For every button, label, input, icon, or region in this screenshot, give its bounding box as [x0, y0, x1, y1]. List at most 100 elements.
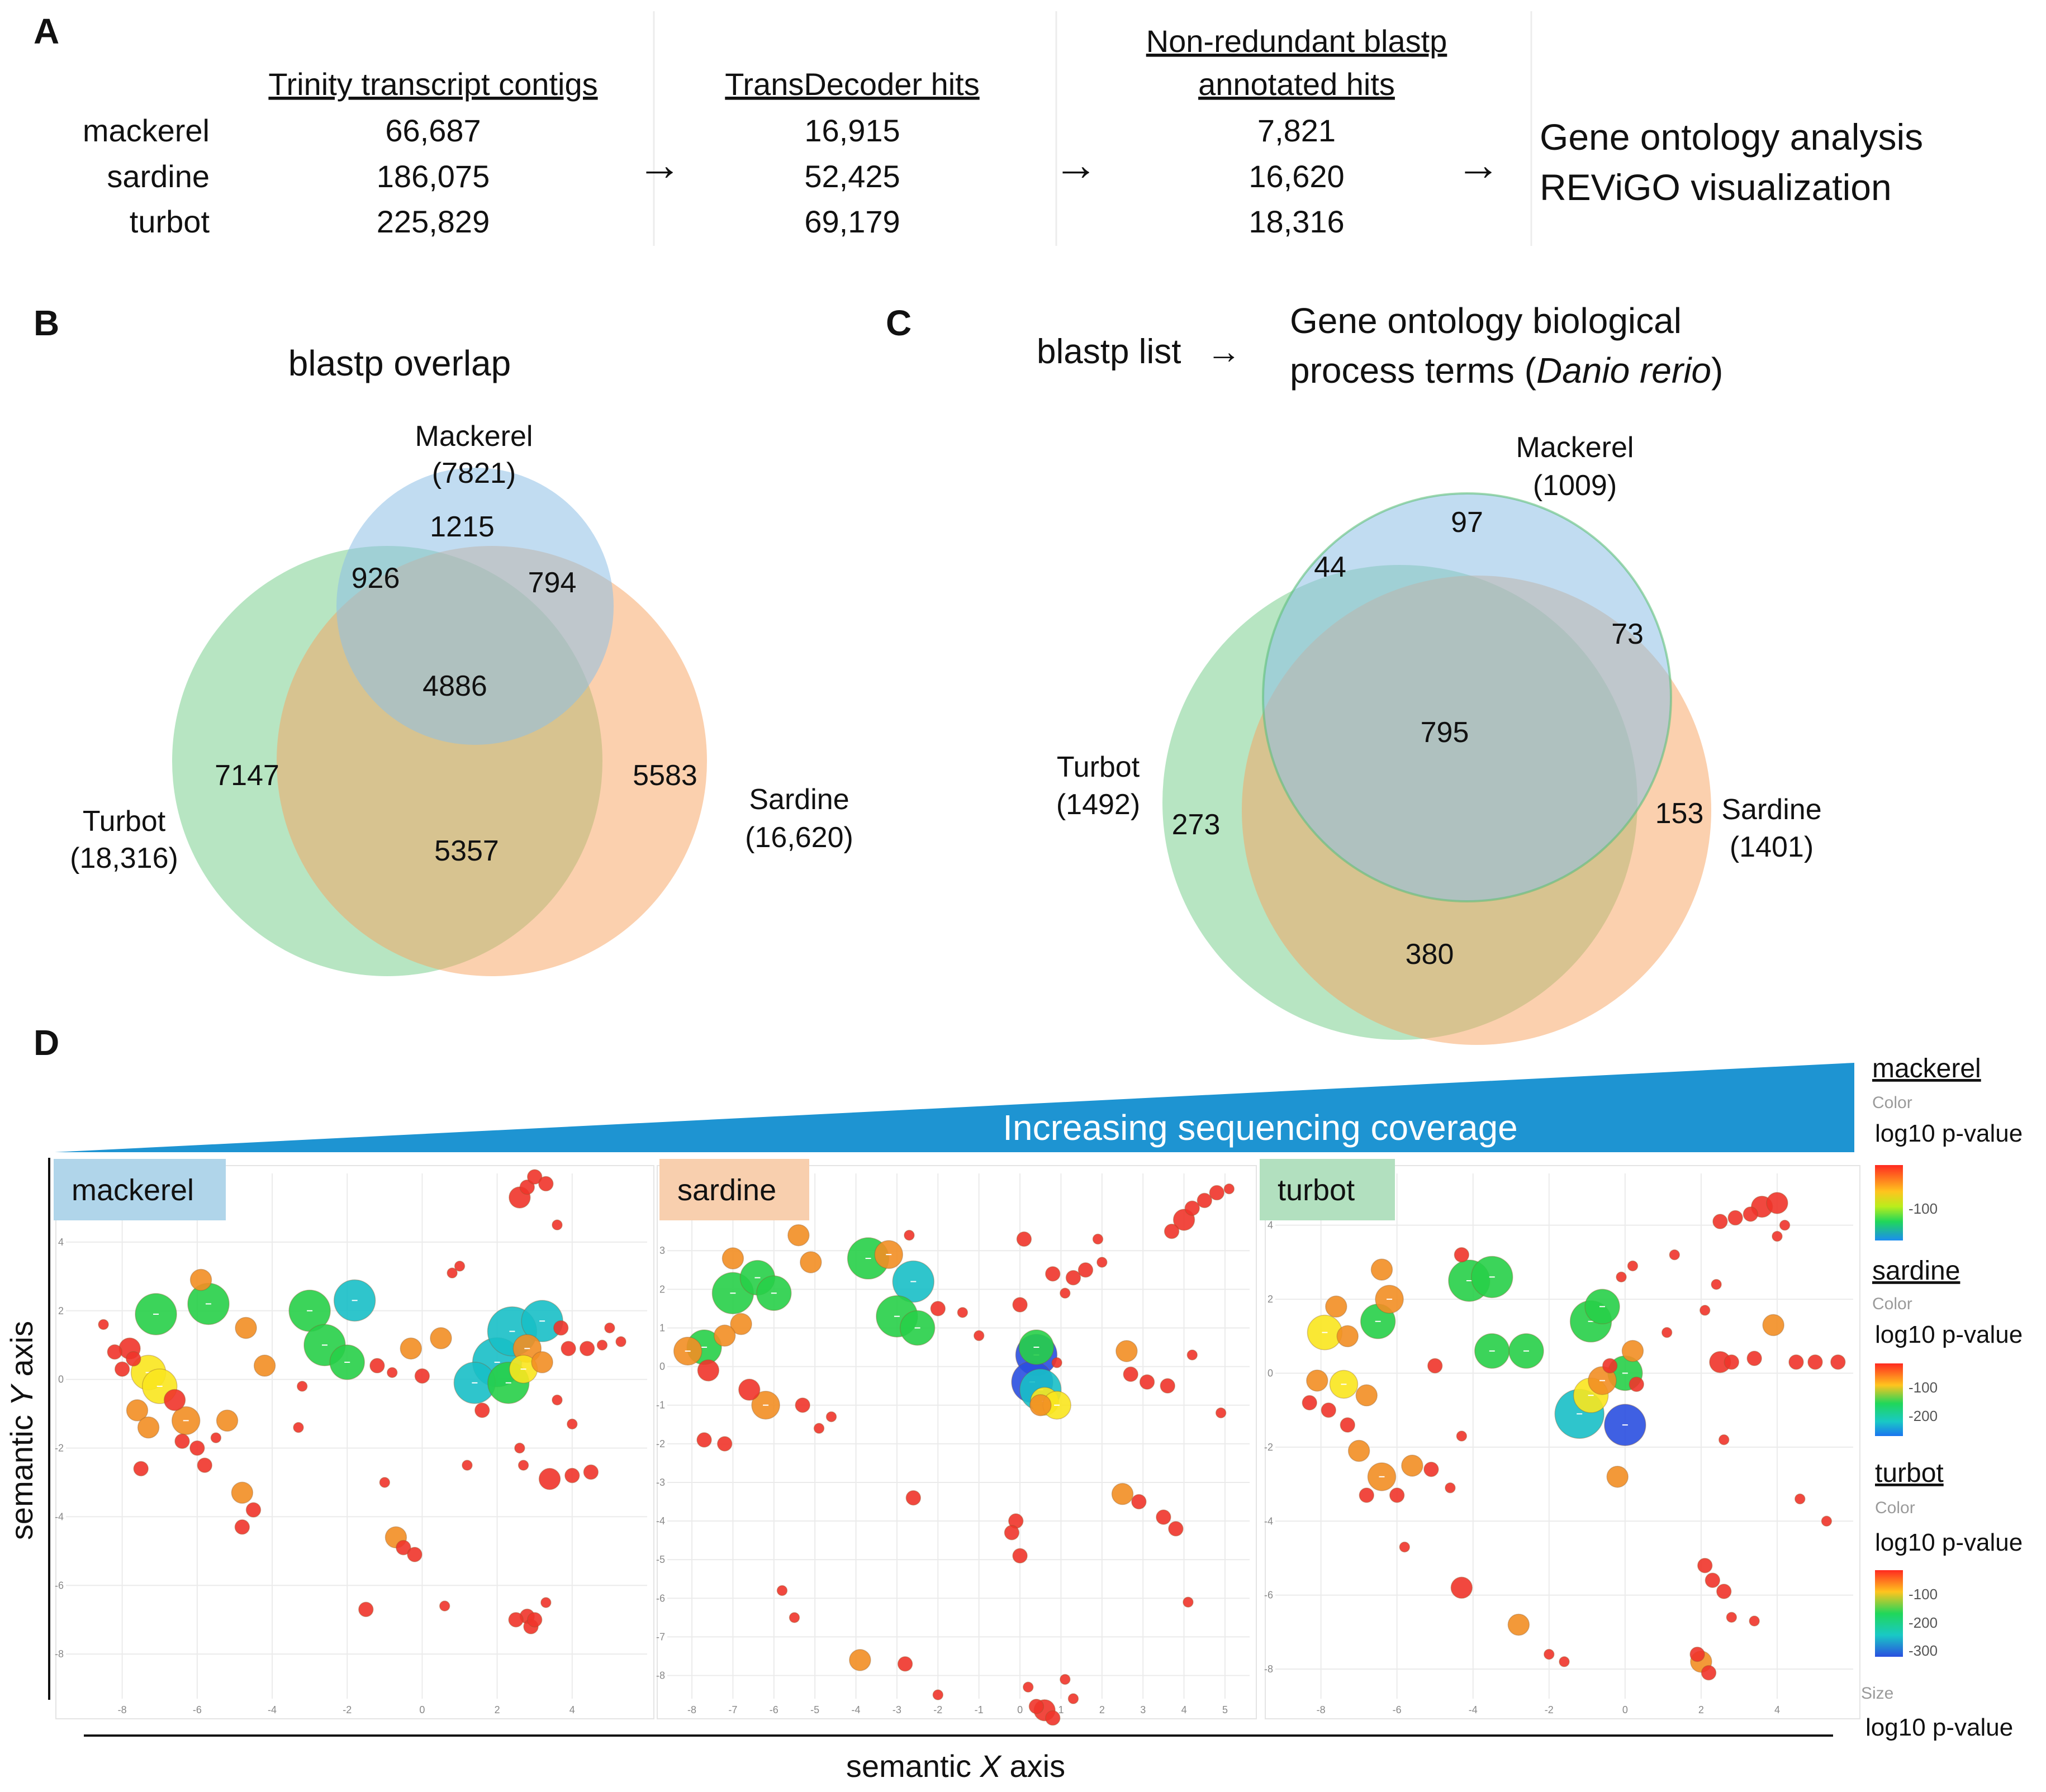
scatter-point [1016, 1231, 1032, 1247]
panel-b: B blastp overlap Mackerel (7821) Sardine… [34, 303, 853, 976]
venn-b-turbot-total: (18,316) [70, 842, 178, 874]
venn-c-mackerel-turbot: 44 [1314, 551, 1346, 583]
scatter-point [396, 1539, 411, 1556]
scatter-point [1131, 1494, 1147, 1510]
scatter-point [1621, 1339, 1644, 1362]
scatter-point [1336, 1325, 1359, 1348]
plot-label-sardine: sardine [677, 1173, 776, 1207]
scatter-point [518, 1460, 529, 1471]
blastp-turbot: 18,316 [1249, 204, 1344, 239]
venn-c-turbot-sardine: 380 [1406, 938, 1454, 971]
species-sardine: sardine [107, 159, 210, 194]
y-tick-label: 2 [58, 1305, 64, 1316]
scatter-point [1450, 1576, 1473, 1599]
contigs-turbot: 225,829 [377, 204, 490, 239]
legend-sardine-log10: log10 p-value [1875, 1321, 2023, 1348]
scatter-point [1627, 1260, 1639, 1272]
scatter-plot-mackerel: -8 -6 -4 -2 0 2 4 -8 -6 -4 -2 0 2 4 [55, 1165, 654, 1719]
venn-c-mackerel-circle [1263, 493, 1671, 901]
scatter-point [1197, 1192, 1213, 1209]
scatter-point [1045, 1266, 1061, 1282]
legend-sardine-title: sardine [1872, 1256, 1960, 1286]
venn-c-mackerel-sardine: 73 [1611, 618, 1644, 650]
scatter-point [905, 1490, 922, 1506]
scatter-point [439, 1600, 450, 1612]
scatter-point [1321, 1402, 1336, 1418]
scatter-point [1701, 1665, 1717, 1681]
scatter-point [1697, 1557, 1713, 1574]
scatter-point [957, 1307, 969, 1318]
venn-c-all-three: 795 [1421, 716, 1469, 749]
scatter-point [1762, 1314, 1784, 1337]
scatter-point [454, 1261, 466, 1272]
x-tick-label: -3 [893, 1704, 901, 1715]
scatter-point [293, 1422, 304, 1433]
scatter-point [1766, 1192, 1788, 1214]
scatter-point [1559, 1656, 1570, 1667]
colorbar-mackerel [1875, 1165, 1903, 1240]
scatter-plot-sardine: -8 -7 -6 -5 -4 -3 -2 -1 0 1 2 3 4 5 -8 -7 -6 -5 -4 -3 -2 -1 0 1… [656, 1165, 1257, 1726]
scatter-point [1724, 1354, 1740, 1370]
scatter-point [1160, 1378, 1175, 1394]
transdecoder-sardine: 52,425 [804, 159, 900, 194]
scatter-point [1743, 1206, 1759, 1222]
scatter-point [379, 1477, 391, 1488]
scatter-point [1544, 1648, 1555, 1660]
scatter-point [1347, 1439, 1370, 1462]
scatter-point [1186, 1349, 1198, 1361]
y-tick-label: -4 [55, 1511, 64, 1522]
blastp-sardine: 16,620 [1249, 159, 1344, 194]
y-tick-label: -2 [55, 1443, 64, 1454]
scatter-point [1164, 1223, 1180, 1239]
scatter-point [1456, 1430, 1468, 1442]
venn-b-turbot-sardine: 5357 [434, 835, 499, 867]
scatter-point [721, 1247, 744, 1270]
scatter-point [1139, 1374, 1155, 1390]
colorbar-sardine-tick-1: -100 [1909, 1379, 1938, 1396]
plot-background [55, 1165, 654, 1719]
legend-mackerel-title: mackerel [1872, 1054, 1981, 1083]
scatter-point [98, 1319, 109, 1330]
x-tick-label: 4 [1774, 1704, 1780, 1715]
venn-c-title-species: Danio rerio [1536, 350, 1711, 391]
scatter-point [552, 1394, 563, 1406]
venn-c-title-line1: Gene ontology biological [1290, 301, 1682, 341]
scatter-point [697, 1359, 720, 1382]
scatter-point [538, 1468, 561, 1490]
scatter-point [235, 1316, 257, 1339]
scatter-point [133, 1461, 149, 1477]
x-tick-label: 1 [1058, 1704, 1064, 1715]
colorbar-sardine [1875, 1363, 1903, 1436]
scatter-point [1370, 1258, 1393, 1281]
x-tick-label: 0 [419, 1704, 425, 1715]
scatter-point [137, 1416, 160, 1439]
scatter-point [813, 1423, 825, 1434]
scatter-point [174, 1433, 190, 1449]
x-tick-label: -6 [770, 1704, 778, 1715]
venn-b-only-mackerel: 1215 [430, 511, 495, 543]
legend-mackerel-log10: log10 p-value [1875, 1120, 2023, 1147]
scatter-point [1705, 1572, 1721, 1588]
scatter-point [1012, 1548, 1028, 1564]
x-tick-label: 4 [569, 1704, 575, 1715]
scatter-point [897, 1656, 913, 1672]
y-tick-label: 4 [58, 1237, 64, 1248]
header-blastp-line1: Non-redundant blastp [1146, 23, 1447, 59]
plot-label-turbot: turbot [1278, 1173, 1355, 1207]
scatter-point [564, 1467, 580, 1484]
x-tick-label: -8 [118, 1704, 127, 1715]
scatter-point [1060, 1287, 1071, 1299]
legend-mackerel-color-word: Color [1872, 1094, 1912, 1112]
arrow-3-icon: → [1456, 140, 1501, 189]
venn-c-arrow-icon: → [1207, 332, 1241, 371]
scatter-point [296, 1381, 308, 1392]
scatter-point [414, 1368, 430, 1384]
scatter-point [789, 1612, 800, 1623]
scatter-point [1183, 1596, 1194, 1608]
plot-background [657, 1165, 1257, 1719]
scatter-point [1616, 1271, 1627, 1283]
y-tick-label: -4 [1264, 1515, 1273, 1527]
scatter-point [1123, 1366, 1138, 1382]
scatter-point [1355, 1384, 1378, 1406]
scatter-point [1215, 1407, 1227, 1419]
